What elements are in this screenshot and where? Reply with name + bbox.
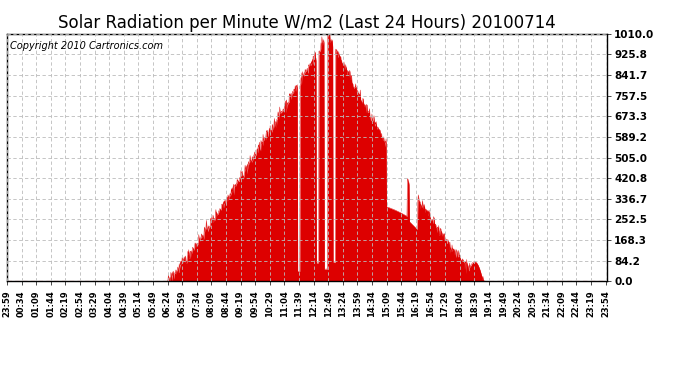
Title: Solar Radiation per Minute W/m2 (Last 24 Hours) 20100714: Solar Radiation per Minute W/m2 (Last 24… — [58, 14, 556, 32]
Text: Copyright 2010 Cartronics.com: Copyright 2010 Cartronics.com — [10, 41, 163, 51]
